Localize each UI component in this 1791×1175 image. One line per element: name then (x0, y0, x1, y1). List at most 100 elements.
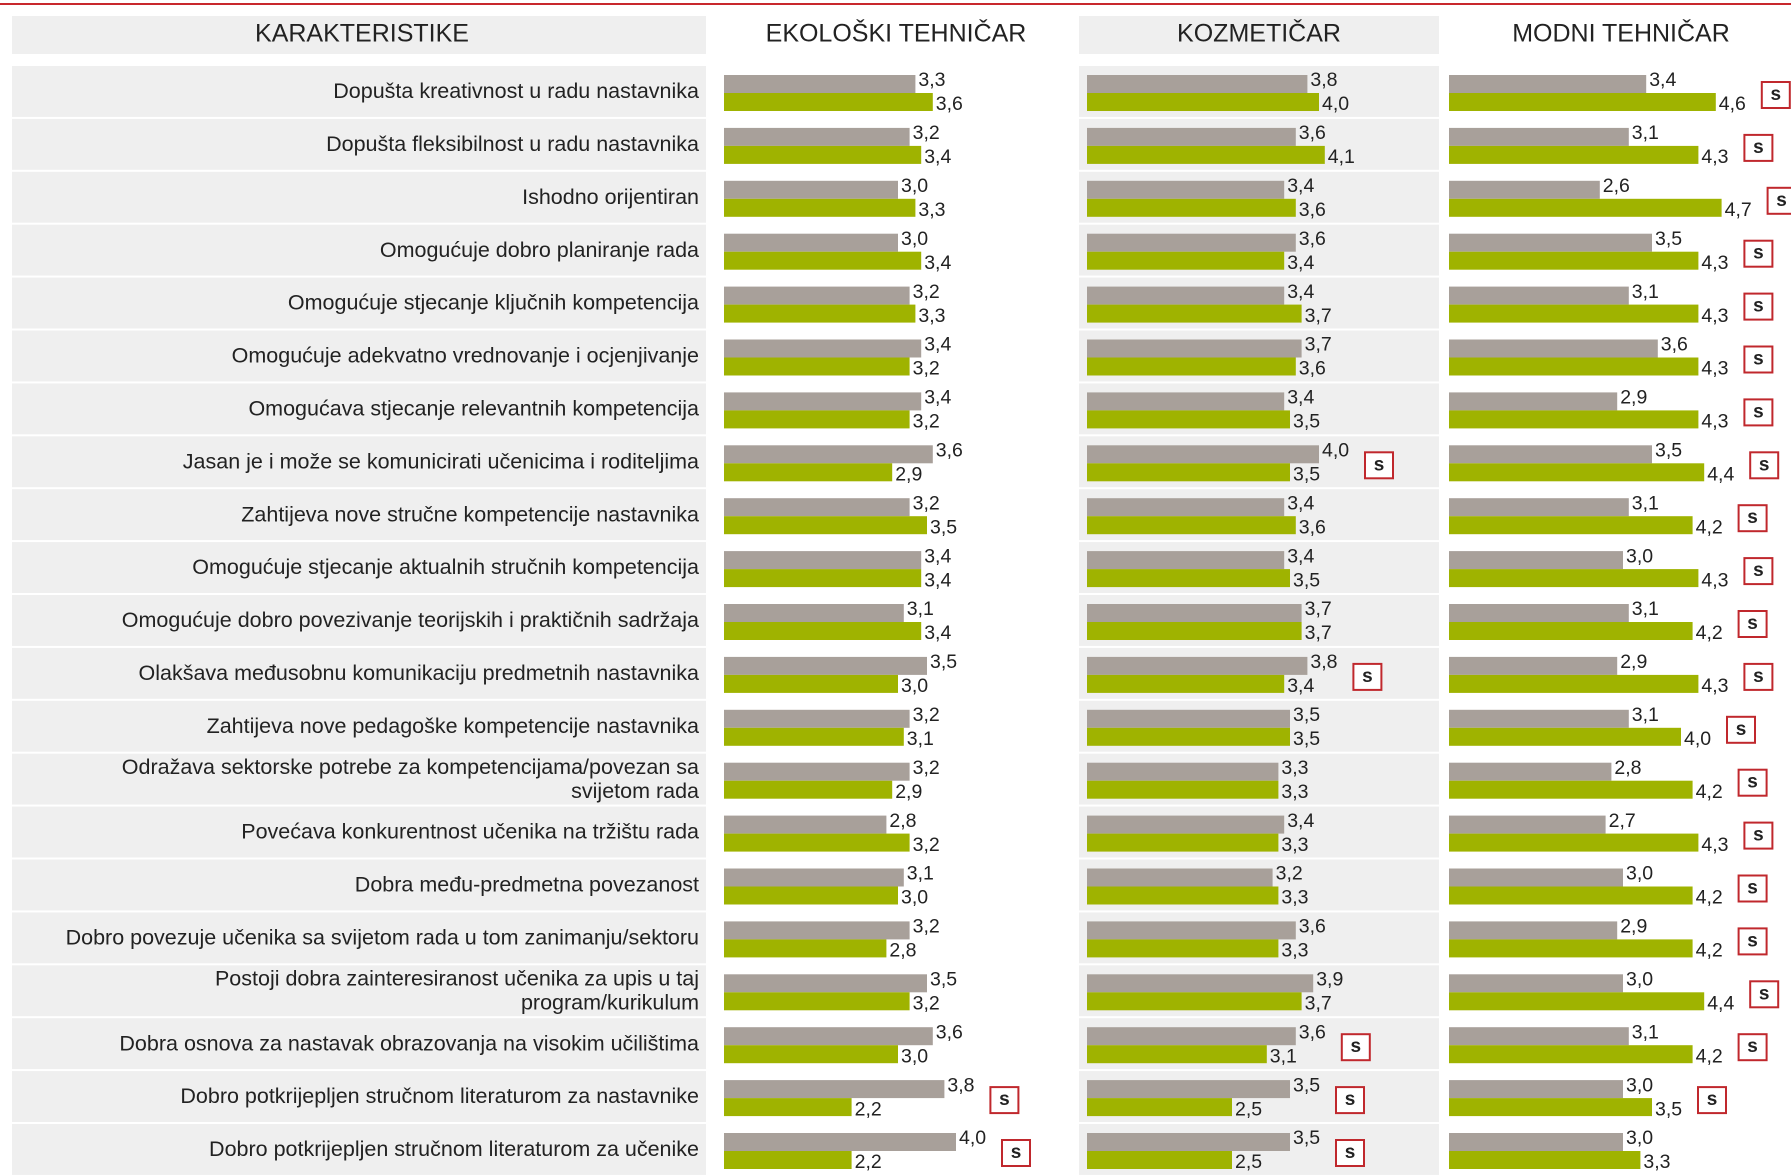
value-label: 3,2 (913, 916, 940, 938)
value-label: 3,4 (924, 146, 951, 168)
bar (1449, 992, 1705, 1011)
value-label: 4,0 (1684, 728, 1711, 750)
value-label: 3,4 (1287, 281, 1314, 303)
bar (1449, 780, 1693, 799)
bar (724, 1151, 852, 1169)
value-label: 3,6 (1299, 199, 1326, 221)
bar (1449, 1098, 1652, 1117)
bar (1087, 622, 1302, 640)
bar (1087, 1098, 1232, 1117)
flag: s (999, 1089, 1010, 1110)
value-label: 3,5 (1655, 1098, 1682, 1120)
value-label: 2,2 (855, 1151, 882, 1173)
bar (1087, 392, 1285, 411)
bar (724, 392, 922, 411)
bar (1449, 304, 1699, 323)
flag-box (1743, 345, 1774, 374)
value-label: 3,0 (1626, 863, 1653, 885)
value-label: 3,1 (907, 728, 934, 750)
flag-box (1743, 292, 1774, 321)
bar (1087, 304, 1302, 323)
bar (1449, 833, 1699, 852)
bar (1087, 1027, 1296, 1046)
bar (1087, 357, 1296, 376)
value-label: 3,1 (907, 598, 934, 620)
bar (1087, 1045, 1267, 1064)
bar (724, 622, 922, 640)
header-cell (1079, 16, 1439, 54)
flag: s (1759, 983, 1770, 1004)
row-label-cell (12, 171, 706, 223)
value-label: 3,1 (1632, 1021, 1659, 1043)
bar (1449, 233, 1652, 252)
bar (1087, 833, 1279, 852)
value-label: 3,3 (1281, 757, 1308, 779)
value-label: 3,3 (918, 305, 945, 327)
bar (724, 463, 893, 482)
bar (1449, 127, 1629, 146)
flag-box (1001, 1139, 1031, 1167)
row-label: Dobro potkrijepljen stručnom literaturom… (209, 1137, 699, 1161)
bar (724, 410, 910, 429)
value-label: 2,7 (1609, 810, 1636, 832)
value-label: 3,4 (1649, 69, 1676, 91)
bar (1449, 886, 1693, 905)
flag: s (1747, 930, 1758, 951)
bar (1449, 93, 1716, 111)
flag: s (1351, 1036, 1362, 1057)
bar (1449, 1133, 1623, 1151)
flag-box (1737, 504, 1768, 533)
row-label: Dobra među-predmetna povezanost (355, 873, 699, 897)
value-label: 3,3 (918, 69, 945, 91)
row-label-cell (12, 806, 706, 858)
bar (1087, 551, 1285, 570)
bar (1087, 1080, 1290, 1099)
value-label: 4,3 (1701, 252, 1728, 274)
flag-box (1340, 1033, 1371, 1062)
bar (724, 357, 910, 376)
row-label-cell (12, 66, 706, 117)
bar (724, 498, 910, 517)
value-label: 3,7 (1305, 334, 1332, 356)
bar (724, 974, 927, 993)
row-label: program/kurikulum (521, 990, 699, 1014)
value-label: 3,0 (1626, 545, 1653, 567)
value-label: 4,3 (1701, 675, 1728, 697)
row-label-cell (12, 1071, 706, 1122)
bar (724, 815, 887, 834)
row-label: Postoji dobra zainteresiranost učenika z… (215, 966, 699, 990)
flag-box (1749, 451, 1780, 480)
value-label: 2,9 (1620, 916, 1647, 938)
flag: s (1753, 296, 1764, 317)
flag-box (1743, 398, 1774, 427)
row-label: Omogućava stjecanje relevantnih kompeten… (248, 397, 699, 421)
row-label-cell (12, 489, 706, 541)
flag-box (1352, 662, 1383, 691)
row-label: Dobro povezuje učenika sa svijetom rada … (66, 926, 699, 950)
value-label: 2,5 (1235, 1098, 1262, 1120)
value-label: 3,5 (1293, 411, 1320, 433)
value-label: 4,1 (1328, 146, 1355, 168)
flag: s (1759, 454, 1770, 475)
bar (1449, 198, 1722, 217)
value-label: 2,8 (889, 940, 916, 962)
value-label: 3,4 (924, 387, 951, 409)
flag-box (1743, 662, 1774, 691)
value-label: 3,7 (1305, 305, 1332, 327)
row-label: Omogućuje dobro povezivanje teorijskih i… (122, 608, 699, 632)
bar (724, 286, 910, 305)
value-label: 3,1 (1632, 281, 1659, 303)
bar (1087, 815, 1285, 834)
row-label-cell (12, 330, 706, 382)
row-label-cell (12, 912, 706, 964)
value-label: 4,3 (1701, 358, 1728, 380)
bar (1449, 868, 1623, 887)
bar (1087, 974, 1314, 993)
value-label: 3,4 (924, 252, 951, 274)
value-label: 3,1 (1270, 1045, 1297, 1067)
bar (724, 75, 916, 93)
bar (724, 1098, 852, 1117)
bar (1449, 75, 1647, 93)
value-label: 2,2 (855, 1098, 882, 1120)
bar (1087, 1133, 1290, 1151)
